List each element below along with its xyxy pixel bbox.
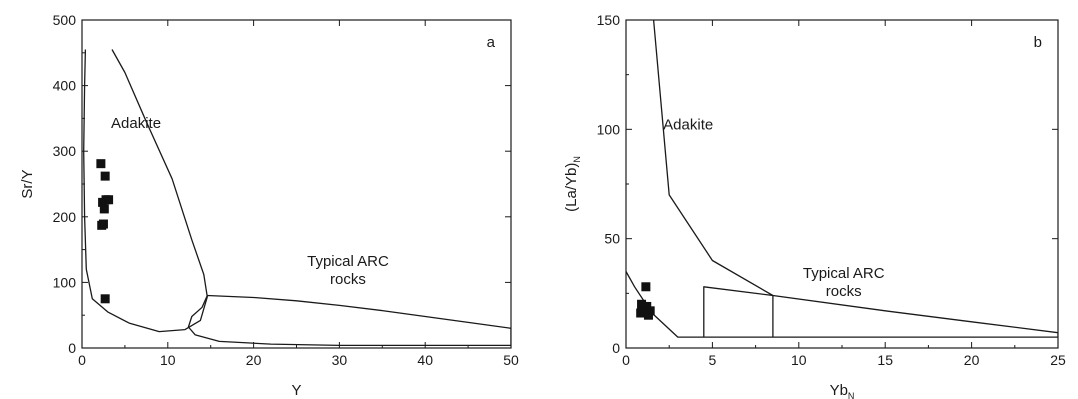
field-label-line: Typical ARC xyxy=(307,253,389,270)
y-axis-label-main: Sr/Y xyxy=(19,169,36,198)
y-axis-label-main: (La/Yb) xyxy=(563,163,580,212)
y-tick-label: 0 xyxy=(68,340,76,356)
x-axis-label: Y xyxy=(291,382,301,399)
data-point xyxy=(98,219,108,229)
field-label-line: rocks xyxy=(826,283,862,300)
data-point xyxy=(100,294,110,304)
field-label: Adakite xyxy=(663,116,713,133)
field-label-line: Adakite xyxy=(663,116,713,133)
field-label-line: Adakite xyxy=(111,115,161,132)
y-tick-label: 500 xyxy=(53,12,77,28)
data-point xyxy=(104,195,114,205)
x-axis-label-sub: N xyxy=(848,391,855,399)
y-axis-label: Sr/Y xyxy=(19,169,36,198)
x-tick-label: 20 xyxy=(964,352,980,368)
field-boundary xyxy=(83,49,208,333)
x-tick-label: 0 xyxy=(78,352,86,368)
field-label-line: Typical ARC xyxy=(803,265,885,282)
x-tick-label: 40 xyxy=(417,352,433,368)
field-label-line: rocks xyxy=(330,271,366,288)
plot-frame xyxy=(81,19,512,349)
y-tick-label: 100 xyxy=(53,274,77,290)
x-tick-label: 15 xyxy=(877,352,893,368)
y-tick-label: 150 xyxy=(597,12,621,28)
y-axis-label: (La/Yb)N xyxy=(563,156,582,212)
x-axis-label-main: Yb xyxy=(830,382,848,399)
x-tick-label: 30 xyxy=(332,352,348,368)
x-tick-label: 5 xyxy=(709,352,717,368)
field-label: Adakite xyxy=(111,115,161,132)
data-point xyxy=(100,171,110,181)
chart-panel-a: 0 10 20 30 40 500100200300400500YSr/YaAdakite… xyxy=(19,12,519,399)
y-axis-label-sub: N xyxy=(572,156,582,163)
data-point xyxy=(637,299,647,309)
field-label: Typical ARC rocks xyxy=(803,265,885,300)
field-boundary xyxy=(652,20,774,297)
y-tick-label: 100 xyxy=(597,121,621,137)
panel-label: a xyxy=(487,34,496,51)
y-tick-label: 300 xyxy=(53,143,77,159)
y-tick-label: 400 xyxy=(53,78,77,94)
x-tick-label: 10 xyxy=(160,352,176,368)
plot-area xyxy=(83,49,511,347)
x-tick-label: 20 xyxy=(246,352,262,368)
x-axis-label-main: Y xyxy=(291,382,301,399)
data-point xyxy=(643,310,653,320)
x-tick-label: 0 xyxy=(622,352,630,368)
data-point xyxy=(636,308,646,318)
x-tick-label: 50 xyxy=(503,352,519,368)
y-tick-label: 200 xyxy=(53,209,77,225)
y-tick-label: 50 xyxy=(604,231,620,247)
x-axis-label: YbN xyxy=(830,382,855,399)
data-point xyxy=(99,204,109,214)
y-tick-label: 0 xyxy=(612,340,620,356)
chart-panel-b: 0 5 10 15 20 25050100150YbN(La/Yb)NbAdakiteTy… xyxy=(563,12,1066,399)
x-tick-label: 25 xyxy=(1050,352,1066,368)
panel-label: b xyxy=(1034,34,1042,51)
data-point xyxy=(641,282,651,292)
field-label: Typical ARC rocks xyxy=(307,253,389,288)
field-boundary xyxy=(187,294,511,347)
x-tick-label: 10 xyxy=(791,352,807,368)
data-point xyxy=(96,159,106,169)
plot-area xyxy=(626,20,1058,338)
